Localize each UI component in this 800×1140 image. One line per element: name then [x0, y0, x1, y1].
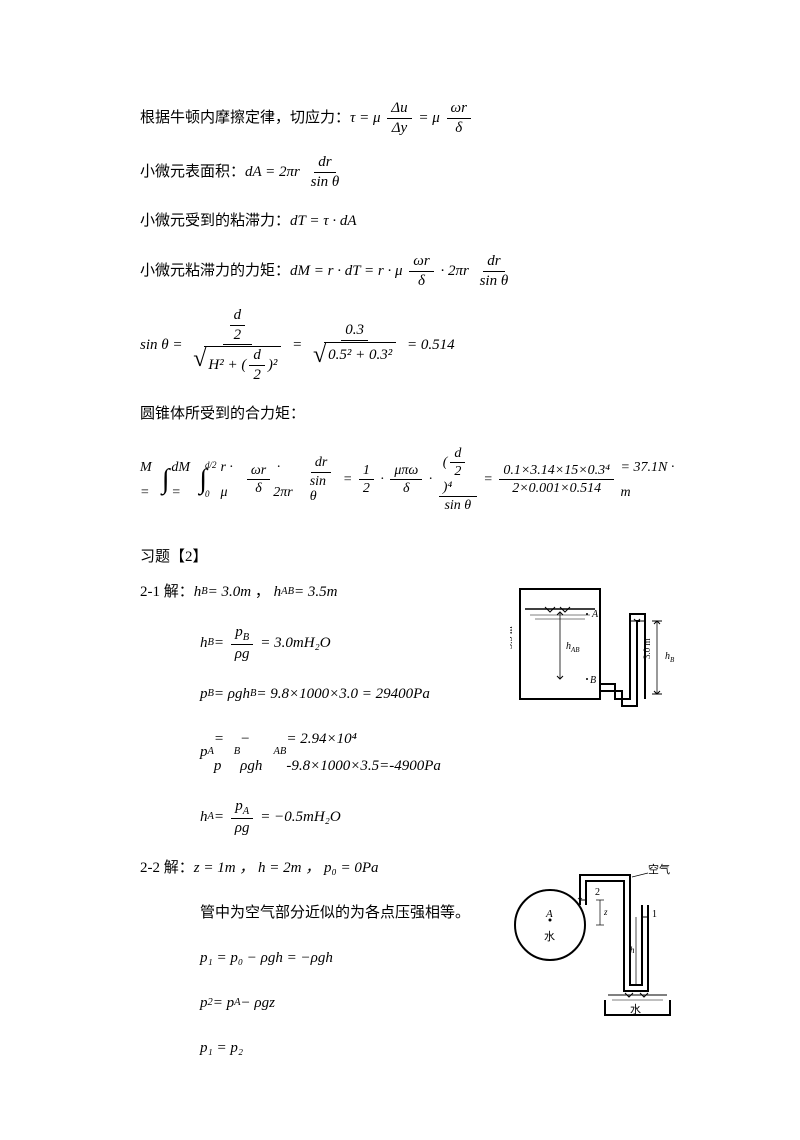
fig2-water1: 水	[544, 930, 555, 943]
sin-val: = 0.514	[407, 332, 455, 359]
line-M-integral: M = ∫dM = ∫d/20 r · μ ωrδ · 2πr drsin θ …	[140, 446, 680, 514]
fig2-A: A	[545, 908, 553, 920]
figure-tank-manometer: A B h AB 3.5 m h B 3.0 m	[510, 579, 680, 729]
line-shear-stress: 根据牛顿内摩擦定律，切应力： τ = μ ΔuΔy = μ ωrδ	[140, 100, 680, 136]
fig2-one: 1	[652, 909, 657, 920]
svg-text:AB: AB	[570, 646, 580, 654]
eq2: pB = ρghB = 9.8×1000×3.0 = 29400Pa	[200, 681, 430, 708]
line-area: 小微元表面积： dA = 2πr drsin θ	[140, 154, 680, 190]
q22-label: 2-2 解：	[140, 855, 194, 882]
text-shear: 根据牛顿内摩擦定律，切应力：	[140, 105, 350, 132]
sin-den: 0.5² + 0.3²	[324, 342, 396, 368]
fig2-z: z	[603, 907, 608, 917]
line-cone-moment-label: 圆锥体所受到的合力矩：	[140, 401, 680, 428]
fig1-A: A	[591, 609, 599, 620]
problem-2-2: 2-2 解： z = 1m ， h = 2m ， p₀ = 0Pa 管中为空气部…	[140, 855, 680, 1080]
M-result: = 37.1N · m	[621, 455, 680, 505]
fig2-two: 2	[595, 887, 600, 898]
fig1-h30: 3.0 m	[642, 638, 652, 659]
q22-note: 管中为空气部分近似的为各点压强相等。	[200, 900, 470, 927]
figure-sphere-tubes: A 水 空气 2 z 1 h	[500, 855, 680, 1025]
line-viscous-moment: 小微元粘滞力的力矩： dM = r · dT = r · μ ωrδ · 2πr…	[140, 253, 680, 289]
eq3: pA = pB − ρghAB = 2.94×10⁴ -9.8×1000×3.5…	[200, 726, 498, 780]
q22-eq3: p₁ = p₂	[200, 1035, 243, 1062]
section-2-header: 习题【2】	[140, 544, 680, 571]
problem-2-1: 2-1 解： hB = 3.0m ， hAB = 3.5m hB = pBρg …	[140, 579, 680, 855]
M-calc-num: 0.1×3.14×15×0.3⁴	[499, 463, 614, 480]
fig1-B: B	[590, 675, 596, 686]
svg-text:B: B	[670, 656, 675, 664]
q22-given: z = 1m ， h = 2m ， p₀ = 0Pa	[194, 855, 379, 882]
text-area: 小微元表面积：	[140, 159, 245, 186]
eq4-rhs: = −0.5mH₂O	[260, 804, 340, 831]
q22-eq2: p2 = pA − ρgz	[200, 990, 275, 1017]
sin-num: 0.3	[341, 322, 368, 341]
line-viscous-force: 小微元受到的粘滞力： dT = τ · dA	[140, 208, 680, 235]
eq1-rhs: = 3.0mH₂O	[260, 630, 330, 657]
q22-eq1: p₁ = p₀ − ρgh = −ρgh	[200, 945, 333, 972]
text-cone: 圆锥体所受到的合力矩：	[140, 401, 305, 428]
q21-label: 2-1 解：	[140, 579, 194, 606]
fig1-h35: 3.5 m	[510, 626, 515, 649]
fig2-air: 空气	[648, 862, 670, 876]
fig2-water2: 水	[630, 1003, 641, 1016]
M-calc-den: 2×0.001×0.514	[508, 480, 605, 496]
fig2-h: h	[630, 945, 635, 955]
text-moment: 小微元粘滞力的力矩：	[140, 258, 290, 285]
line-sin-theta: sin θ = d2 H² + (d2)² = 0.3 0.5² + 0.3² …	[140, 307, 680, 383]
text-viscous: 小微元受到的粘滞力：	[140, 208, 290, 235]
